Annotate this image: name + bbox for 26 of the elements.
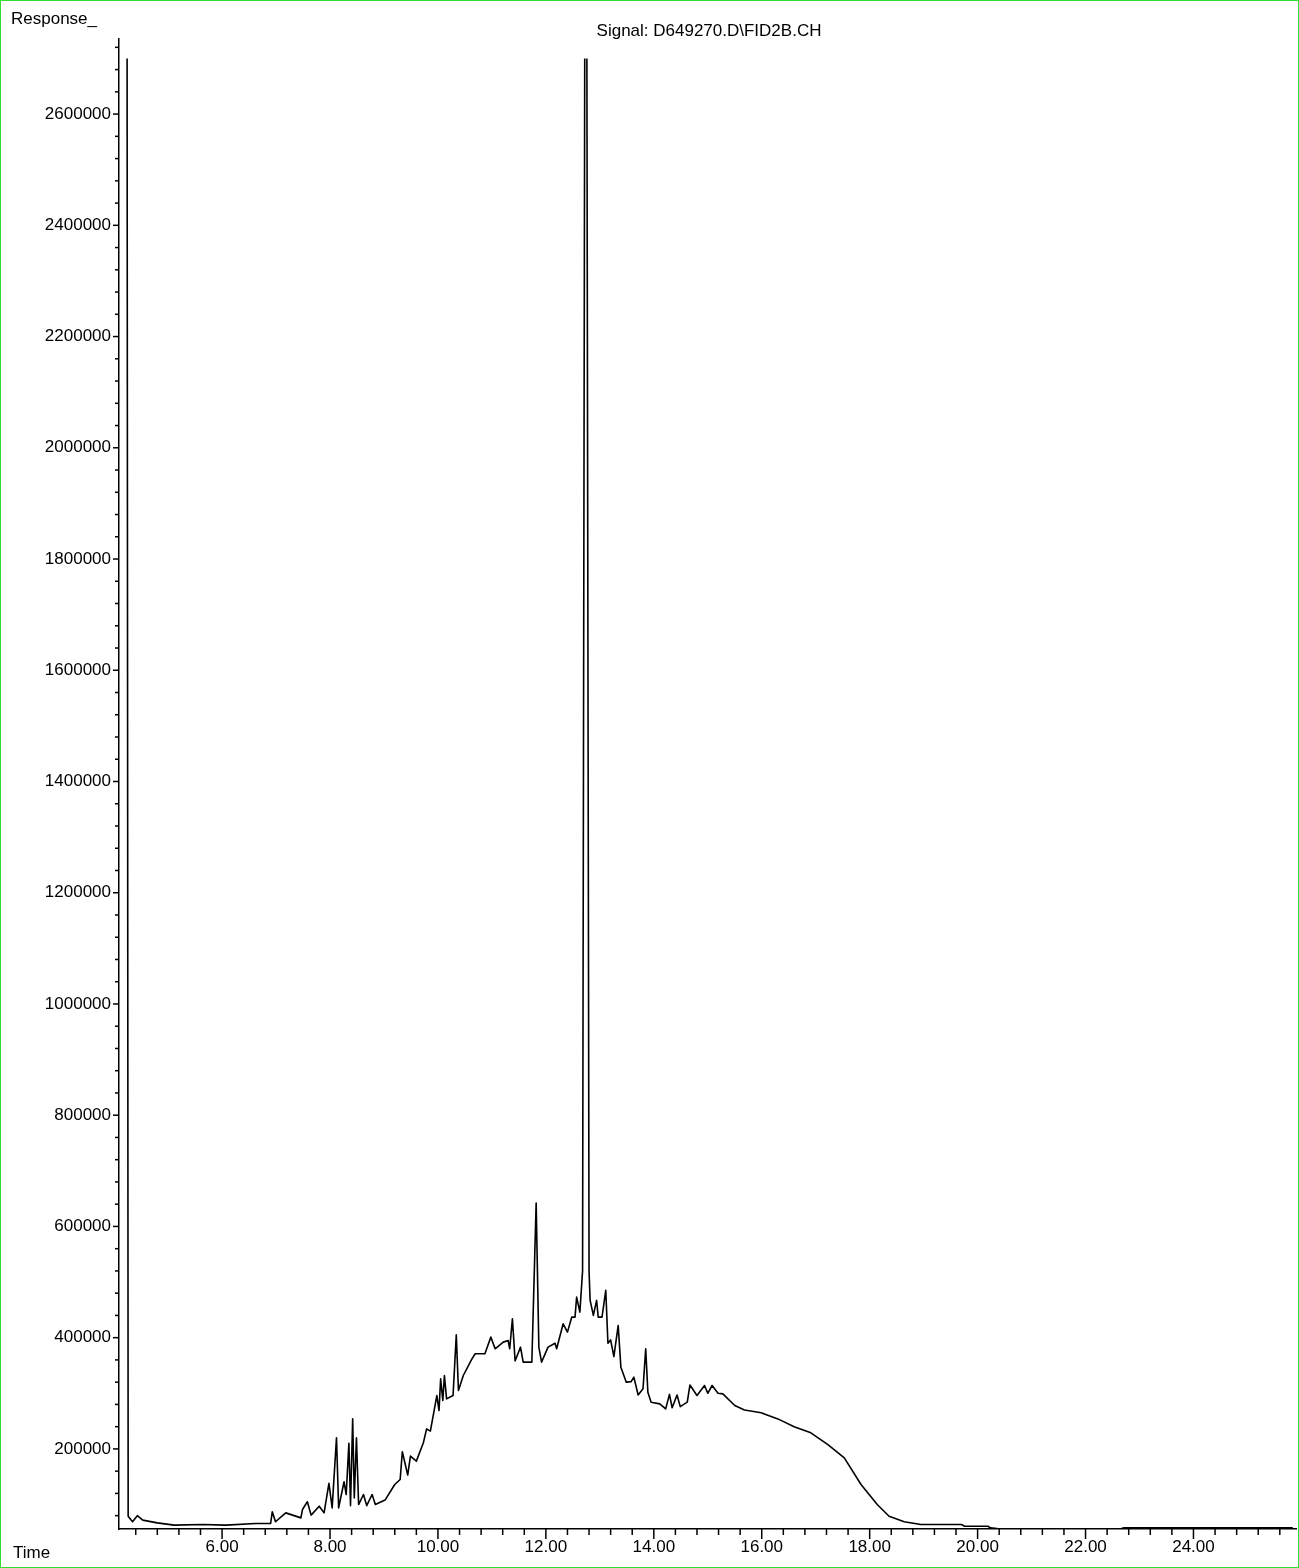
y-tick-label: 200000	[54, 1438, 111, 1458]
y-tick-label: 800000	[54, 1104, 111, 1124]
y-tick-label: 2600000	[44, 103, 111, 123]
x-tick-label: 24.00	[1172, 1536, 1215, 1556]
x-tick-label: 14.00	[632, 1536, 676, 1556]
y-tick-label: 1200000	[44, 882, 111, 902]
x-tick-label: 16.00	[740, 1536, 784, 1556]
y-tick-label: 2000000	[44, 437, 111, 457]
y-tick-label: 600000	[54, 1216, 111, 1236]
y-tick-label: 1000000	[44, 993, 111, 1013]
y-tick-label: 1400000	[44, 771, 111, 791]
x-axis-title: Time	[13, 1543, 51, 1563]
x-tick-label: 8.00	[313, 1536, 347, 1556]
y-tick-label: 1600000	[44, 659, 111, 679]
y-tick-label: 2200000	[44, 326, 111, 346]
y-tick-label: 400000	[54, 1327, 111, 1347]
x-tick-label: 22.00	[1064, 1536, 1107, 1556]
x-tick-label: 20.00	[956, 1536, 999, 1556]
chart-title: Signal: D649270.D\FID2B.CH	[596, 21, 822, 41]
x-tick-label: 10.00	[416, 1536, 460, 1556]
x-tick-label: 6.00	[205, 1536, 239, 1556]
x-tick-label: 12.00	[524, 1536, 568, 1556]
y-tick-label: 2400000	[44, 215, 111, 235]
x-tick-label: 18.00	[848, 1536, 891, 1556]
y-axis-title: Response_	[11, 9, 98, 29]
y-tick-label: 1800000	[44, 548, 111, 568]
